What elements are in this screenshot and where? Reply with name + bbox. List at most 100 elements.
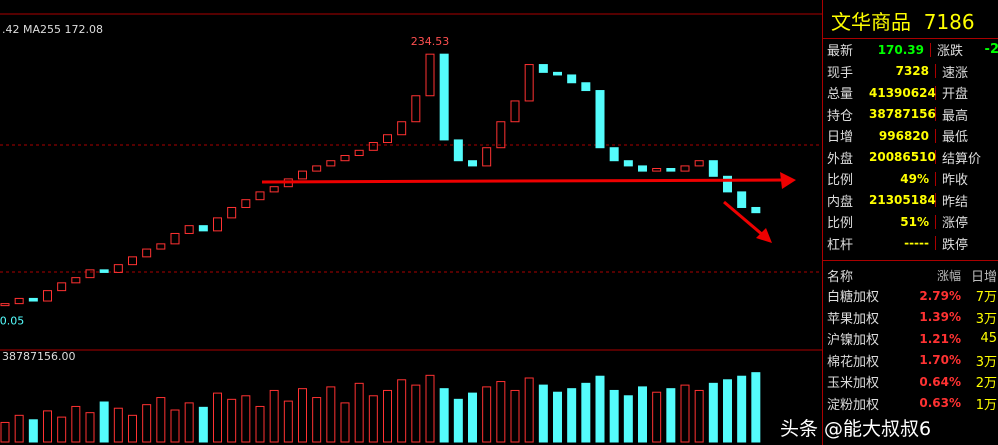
watch-cell: 2.79%: [919, 288, 961, 303]
volume-label: 38787156.00: [2, 350, 75, 363]
volume-bar: [581, 382, 591, 443]
volume-bar: [340, 402, 350, 443]
volume-bar: [28, 419, 38, 443]
quote-label: 最新: [827, 44, 854, 60]
candle: [439, 53, 449, 141]
volume-bar: [609, 389, 619, 443]
candle: [468, 160, 477, 167]
candle: [340, 155, 350, 162]
candle: [538, 64, 548, 73]
volume-bar: [227, 398, 237, 443]
quote-label: 昨收: [942, 173, 969, 189]
quote-value: 996820: [869, 128, 936, 143]
volume-bar: [170, 409, 180, 443]
volume-bar: [439, 388, 449, 443]
volume-bar: [85, 412, 95, 443]
quote-value: 49%: [869, 171, 936, 186]
candle: [85, 269, 95, 279]
quote-row: 比例 51% 涨停: [823, 211, 998, 233]
candle: [113, 264, 123, 273]
candle: [567, 74, 577, 84]
volume-bar: [326, 386, 336, 443]
quote-value: -----: [869, 236, 936, 251]
watch-row[interactable]: 玉米加权 0.64% 2万: [823, 371, 998, 393]
volume-bar: [71, 405, 81, 443]
quote-label: 现手: [827, 65, 854, 81]
candle: [269, 186, 279, 193]
quote-row: 杠杆 ----- 跌停: [823, 233, 998, 255]
quote-label: 昨结: [942, 194, 969, 210]
volume-bar: [368, 395, 378, 443]
volume-bar: [383, 389, 392, 443]
candle: [708, 160, 718, 177]
watch-cell: 1万: [975, 397, 997, 413]
watch-cell: 7万: [975, 290, 997, 306]
candle: [354, 149, 364, 157]
watch-cell: 淀粉加权: [827, 397, 880, 413]
candle: [241, 199, 251, 208]
candle: [623, 160, 633, 167]
watch-row[interactable]: 淀粉加权 0.63% 1万: [823, 393, 998, 415]
quote-row: 总量 41390624 开盘: [823, 82, 998, 104]
candle: [638, 165, 647, 172]
volume-bar: [623, 395, 633, 443]
quote-value: 41390624: [869, 85, 936, 100]
candle: [14, 297, 24, 305]
watch-cell: 沪镍加权: [827, 333, 880, 349]
title: 文华商品: [831, 10, 911, 34]
volume-bar: [680, 384, 690, 443]
watch-cell: 1.39%: [919, 310, 961, 325]
quote-label: 外盘: [827, 151, 854, 167]
quote-label: 比例: [827, 216, 854, 232]
watch-row[interactable]: 白糖加权 2.79% 7万: [823, 285, 998, 307]
code: 7186: [923, 10, 975, 34]
candle: [751, 206, 761, 214]
volume-bar: [411, 384, 421, 443]
candle: [397, 121, 407, 136]
arrow-head: [780, 172, 796, 189]
volume-bar: [241, 395, 251, 443]
volume-bar: [198, 406, 208, 443]
watch-cell: 白糖加权: [827, 290, 880, 306]
candle: [453, 139, 463, 162]
candle: [57, 282, 67, 292]
volume-bar: [213, 392, 222, 443]
watch-cell: 3万: [975, 354, 997, 370]
volume-bar: [425, 374, 435, 443]
volume-bar: [57, 416, 67, 443]
candle: [28, 297, 38, 302]
watch-row[interactable]: 沪镍加权 1.21% 45: [823, 328, 998, 350]
quote-value: 51%: [869, 214, 936, 229]
candle: [524, 64, 534, 102]
quote-label: 杠杆: [827, 237, 854, 253]
candle: [652, 168, 662, 172]
watch-row[interactable]: 苹果加权 1.39% 3万: [823, 307, 998, 329]
candle: [510, 100, 520, 123]
watch-row[interactable]: 棉花加权 1.70% 3万: [823, 350, 998, 372]
volume-bar: [496, 381, 506, 443]
candle: [198, 225, 208, 232]
quote-label: 内盘: [827, 194, 854, 210]
watch-cell: 1.70%: [919, 353, 961, 368]
quote-row: 最新 170.39 涨跌 -2: [823, 39, 998, 61]
candle: [680, 165, 690, 172]
volume-bar: [510, 389, 520, 443]
high-label: 234.53: [411, 35, 450, 48]
quote-panel: 文华商品 7186 最新 170.39 涨跌 -2 现手 7328 速涨 总量 41390624…: [822, 0, 998, 445]
candle: [71, 277, 81, 284]
header: 日增: [970, 269, 997, 285]
volume-bar: [737, 375, 747, 443]
quote-row: 现手 7328 速涨: [823, 61, 998, 83]
volume-bar: [156, 397, 166, 443]
quote-label: 持仓: [827, 108, 854, 124]
quote-label: 速涨: [942, 65, 969, 81]
watch-cell: 2万: [975, 376, 997, 392]
volume-bar: [468, 392, 477, 443]
quote-row: 外盘 20086510 结算价: [823, 147, 998, 169]
volume-bar: [269, 389, 279, 443]
candle: [128, 256, 137, 266]
candle: [0, 303, 10, 307]
volume-bar: [0, 421, 10, 443]
quote-row: 持仓 38787156 最高: [823, 104, 998, 126]
volume-bar: [255, 405, 265, 443]
